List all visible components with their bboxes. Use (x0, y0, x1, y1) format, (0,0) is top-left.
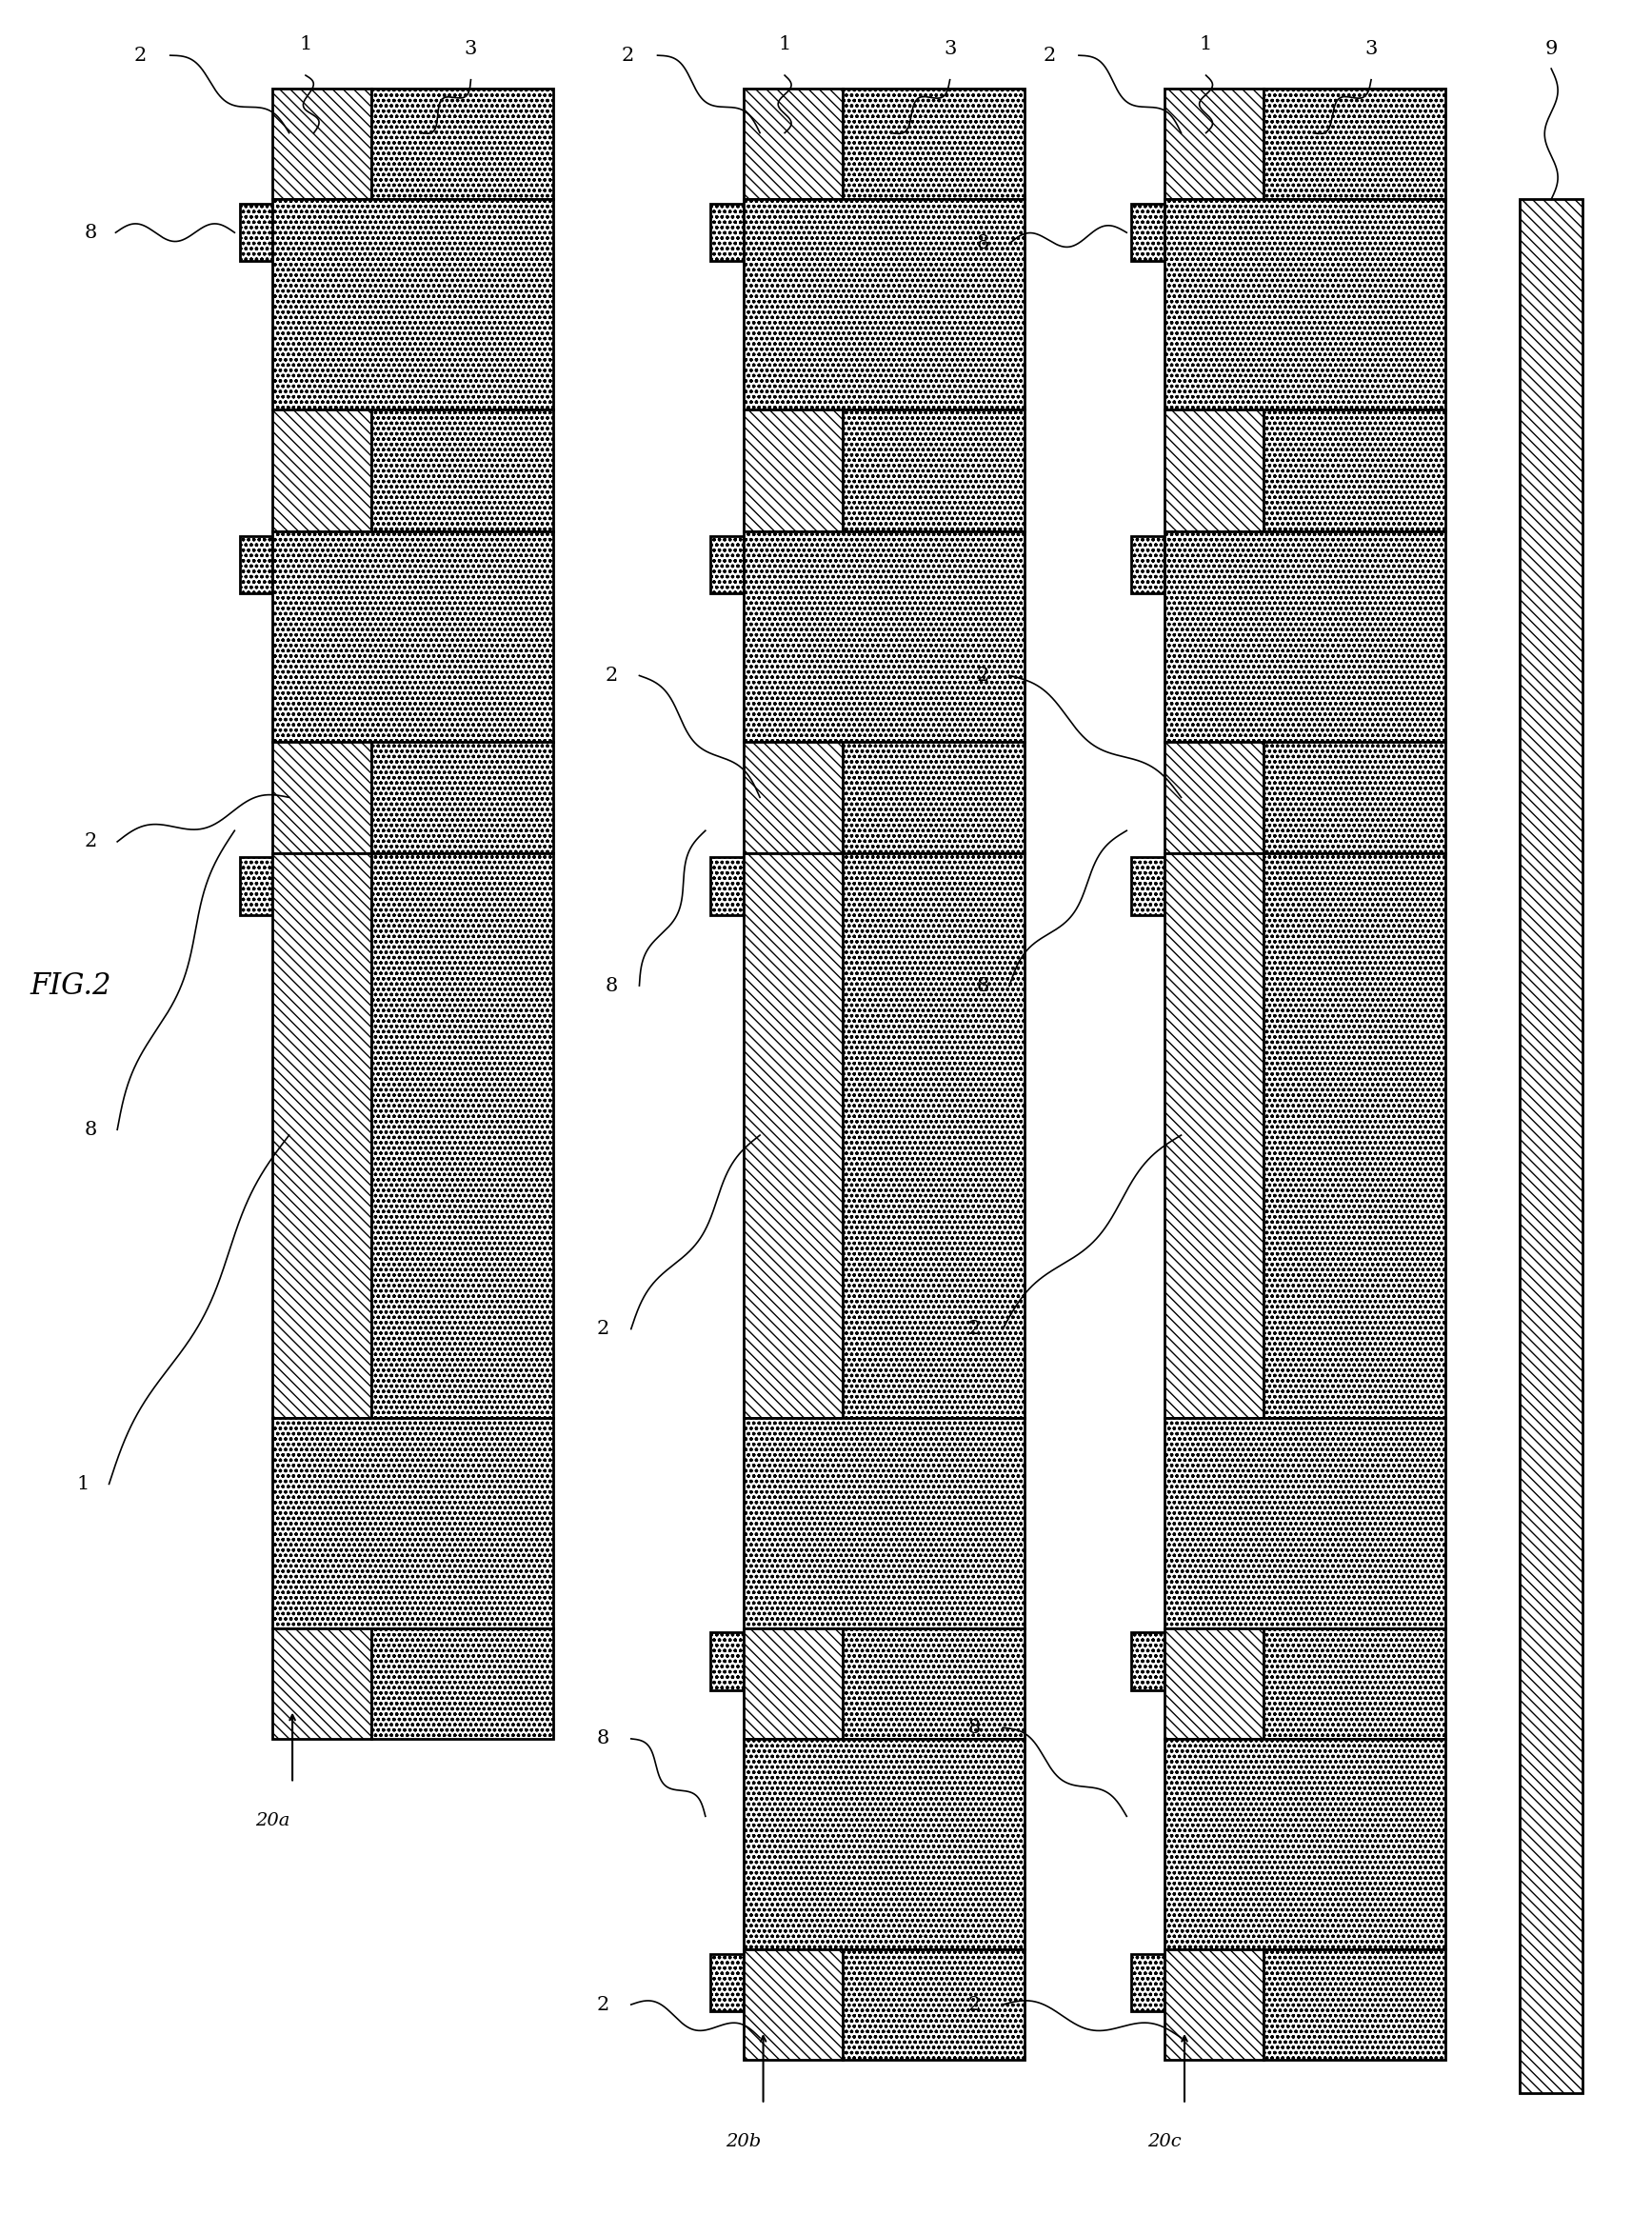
Bar (743, 532, 1024, 742)
Bar (1264, 89, 1446, 199)
Bar (273, 853, 372, 1418)
Bar (710, 536, 743, 594)
Bar (273, 410, 372, 532)
Bar (273, 742, 372, 853)
Bar (743, 410, 843, 532)
Text: 8: 8 (605, 977, 618, 995)
Text: 2: 2 (134, 47, 147, 64)
Bar (273, 532, 553, 742)
Bar (372, 1628, 553, 1739)
Bar (372, 853, 553, 1418)
Bar (843, 742, 1024, 853)
Text: 2: 2 (976, 667, 990, 684)
Text: FIG.2: FIG.2 (30, 970, 111, 1001)
Text: 3: 3 (1365, 40, 1378, 58)
Bar (843, 89, 1024, 199)
Bar (1165, 1418, 1446, 1628)
Bar (1264, 1628, 1446, 1739)
Bar (240, 857, 273, 915)
Text: 8: 8 (596, 1730, 610, 1748)
Text: 1: 1 (1199, 35, 1213, 53)
Text: 1: 1 (76, 1475, 89, 1493)
Text: 8: 8 (968, 1719, 981, 1737)
Bar (843, 410, 1024, 532)
Bar (710, 1632, 743, 1690)
Bar (1165, 89, 1264, 199)
Bar (1165, 410, 1264, 532)
Bar (1132, 204, 1165, 261)
Bar (240, 204, 273, 261)
Bar (1132, 857, 1165, 915)
Text: 8: 8 (84, 1121, 97, 1139)
Text: 20c: 20c (1148, 2133, 1181, 2151)
Bar (743, 742, 843, 853)
Bar (240, 536, 273, 594)
Bar (1165, 1628, 1264, 1739)
Bar (1165, 1739, 1446, 1949)
Bar (710, 857, 743, 915)
Text: 20a: 20a (256, 1812, 289, 1830)
Text: 2: 2 (968, 1320, 981, 1338)
Bar (743, 853, 843, 1418)
Text: 3: 3 (943, 40, 957, 58)
Text: 2: 2 (621, 47, 634, 64)
Bar (1264, 1949, 1446, 2060)
Bar (843, 853, 1024, 1418)
Bar (372, 89, 553, 199)
Bar (710, 204, 743, 261)
Bar (743, 89, 843, 199)
Bar (743, 199, 1024, 410)
Bar (273, 1628, 372, 1739)
Bar (1165, 199, 1446, 410)
Text: 1: 1 (778, 35, 791, 53)
Bar (1165, 853, 1264, 1418)
Text: 2: 2 (968, 1996, 981, 2013)
Bar (273, 1418, 553, 1628)
Bar (743, 1628, 843, 1739)
Text: 2: 2 (596, 1996, 610, 2013)
Text: 2: 2 (596, 1320, 610, 1338)
Bar (1264, 742, 1446, 853)
Text: 2: 2 (605, 667, 618, 684)
Bar (1264, 853, 1446, 1418)
Bar (372, 742, 553, 853)
Bar (743, 1949, 843, 2060)
Text: 2: 2 (84, 833, 97, 851)
Bar (1165, 742, 1264, 853)
Bar (843, 1949, 1024, 2060)
Text: 1: 1 (299, 35, 312, 53)
Text: 2: 2 (1042, 47, 1056, 64)
Bar (273, 199, 553, 410)
Text: 9: 9 (1545, 40, 1558, 58)
Text: 3: 3 (464, 40, 477, 58)
Bar (743, 1418, 1024, 1628)
Text: 20b: 20b (725, 2133, 762, 2151)
Bar (1520, 199, 1583, 2093)
Bar (1165, 532, 1446, 742)
Text: 8: 8 (976, 235, 990, 253)
Bar (843, 1628, 1024, 1739)
Bar (1132, 536, 1165, 594)
Bar (1264, 410, 1446, 532)
Bar (1132, 1632, 1165, 1690)
Bar (743, 1739, 1024, 1949)
Text: 8: 8 (976, 977, 990, 995)
Bar (1132, 1954, 1165, 2011)
Text: 8: 8 (84, 224, 97, 241)
Bar (273, 89, 372, 199)
Bar (372, 410, 553, 532)
Bar (1165, 1949, 1264, 2060)
Bar (710, 1954, 743, 2011)
